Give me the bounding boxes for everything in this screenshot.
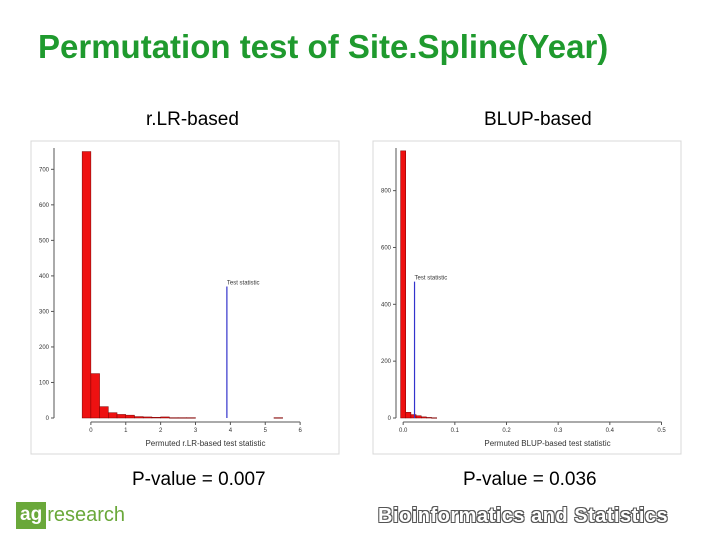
histogram-rlr-container: 0 100 200 300 400 500 600 700 0 1 2 3 4 5 6 Permuted r.… (30, 140, 340, 455)
y-tick-label: 100 (39, 380, 50, 386)
histogram-bar (400, 150, 407, 419)
x-tick-label: 0.5 (657, 428, 666, 434)
histogram-bar (108, 412, 118, 419)
x-axis-label: Permuted BLUP-based test statistic (484, 439, 610, 448)
footer-text: Bioinformatics and Statistics (378, 505, 669, 527)
histogram-bar (151, 417, 161, 419)
histogram-bar (426, 417, 432, 419)
y-tick-label: 800 (381, 189, 392, 195)
y-tick-label: 200 (39, 345, 50, 351)
x-tick-label: 1 (124, 428, 128, 434)
histogram-bar (134, 416, 144, 419)
test-statistic-label: Test statistic (415, 276, 448, 282)
histogram-bar (125, 414, 135, 419)
histogram-bar (81, 151, 92, 419)
x-axis-label: Permuted r.LR-based test statistic (145, 439, 265, 448)
pvalue-rlr: P-value = 0.007 (132, 469, 266, 490)
panel-label-rlr: r.LR-based (146, 109, 239, 130)
x-tick-label: 0.3 (554, 428, 563, 434)
histogram-bar (186, 417, 196, 419)
x-tick-label: 2 (159, 428, 163, 434)
x-tick-label: 4 (229, 428, 233, 434)
histogram-bar (116, 414, 126, 419)
x-tick-label: 0.0 (399, 428, 408, 434)
histogram-bar (273, 417, 283, 419)
y-tick-label: 500 (39, 238, 50, 244)
y-tick-label: 600 (381, 245, 392, 251)
logo-ag: ag (16, 501, 47, 529)
histogram-bar (410, 414, 417, 419)
slide-title: Permutation test of Site.Spline(Year) (38, 28, 609, 65)
y-tick-label: 200 (381, 359, 392, 365)
histogram-bar (142, 416, 153, 419)
chart-frame (30, 140, 340, 455)
y-tick-label: 400 (39, 274, 50, 280)
pvalue-blup: P-value = 0.036 (463, 469, 597, 490)
histogram-bar (90, 373, 100, 419)
histogram-blup-container: 0 200 400 600 800 0.0 0.1 0.2 0.3 0.4 0.5 Permuted … (372, 140, 682, 455)
histogram-rlr: 0 100 200 300 400 500 600 700 0 1 2 3 4 5 6 Permuted r.… (30, 140, 340, 455)
agresearch-logo: ag research (16, 500, 125, 530)
panel-label-blup: BLUP-based (484, 109, 592, 130)
y-tick-label: 700 (39, 167, 50, 173)
y-tick-label: 300 (39, 309, 50, 315)
test-statistic-label: Test statistic (227, 281, 260, 287)
histogram-bar (160, 416, 170, 419)
x-tick-label: 0.4 (606, 428, 615, 434)
x-tick-label: 0 (89, 428, 93, 434)
x-tick-label: 0.1 (451, 428, 460, 434)
y-tick-label: 0 (46, 416, 50, 422)
logo-research: research (47, 503, 125, 526)
chart-frame (372, 140, 682, 455)
histogram-bar (415, 415, 422, 419)
y-tick-label: 400 (381, 302, 392, 308)
histogram-bar (169, 417, 179, 419)
histogram-bar (99, 406, 109, 419)
histogram-bar (421, 416, 427, 419)
histogram-bar (177, 417, 188, 419)
x-tick-label: 5 (264, 428, 268, 434)
histogram-blup: 0 200 400 600 800 0.0 0.1 0.2 0.3 0.4 0.5 Permuted … (372, 140, 682, 455)
x-tick-label: 6 (298, 428, 302, 434)
histogram-bar (405, 412, 412, 419)
y-tick-label: 600 (39, 203, 50, 209)
histogram-bar (431, 417, 437, 419)
y-tick-label: 0 (388, 416, 392, 422)
x-tick-label: 3 (194, 428, 198, 434)
x-tick-label: 0.2 (502, 428, 511, 434)
